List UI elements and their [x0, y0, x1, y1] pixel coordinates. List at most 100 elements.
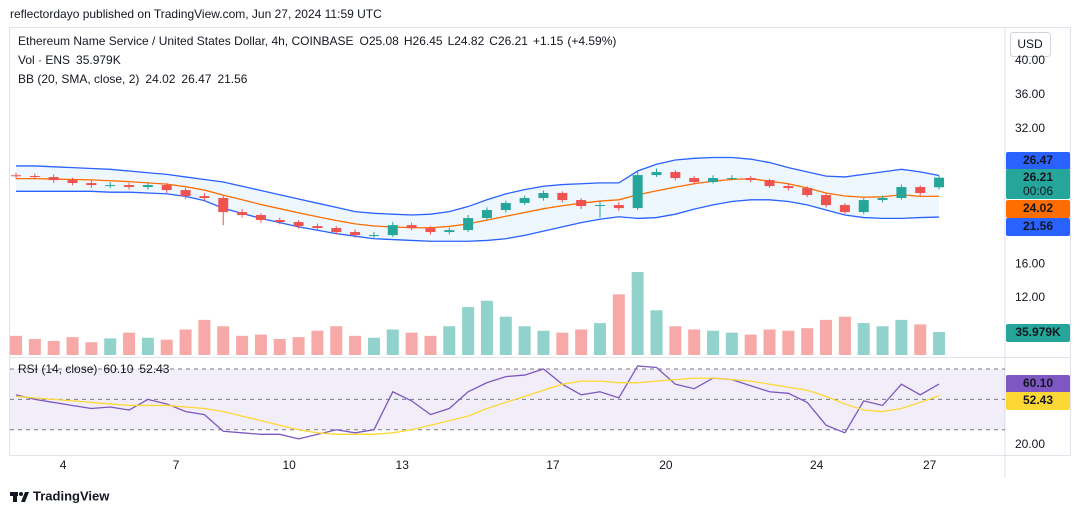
candle-body — [161, 185, 172, 191]
volume-bar — [66, 337, 79, 355]
candle-body — [255, 215, 266, 221]
candle-body — [726, 178, 737, 180]
legend-text: (+4.59%) — [567, 34, 616, 48]
legend-text: 24.02 — [145, 72, 175, 86]
volume-bar — [688, 329, 701, 355]
price-badge-label: 24.02 — [1023, 201, 1053, 215]
volume-bar — [933, 332, 946, 355]
candle-body — [293, 222, 304, 227]
volume-bar — [179, 329, 192, 355]
candle-body — [632, 175, 643, 209]
candle-body — [821, 195, 832, 206]
volume-bar — [895, 319, 908, 355]
volume-bar — [537, 330, 550, 355]
volume-bar — [763, 329, 776, 355]
candle-body — [576, 200, 587, 207]
x-tick-label: 17 — [546, 458, 560, 472]
x-tick-label: 20 — [659, 458, 673, 472]
price-badge — [1006, 218, 1070, 236]
legend-text: 26.47 — [181, 72, 211, 86]
x-tick-label: 27 — [923, 458, 937, 472]
volume-bar — [782, 330, 795, 355]
candle-body — [105, 185, 116, 187]
bb-line — [16, 190, 940, 242]
legend-text: 52.43 — [139, 362, 169, 376]
logo-mark — [21, 492, 29, 502]
brand: TradingView — [33, 488, 110, 503]
volume-bar — [480, 300, 493, 355]
candle-body — [11, 175, 22, 177]
volume-bar — [292, 337, 305, 355]
legend-text: Vol · ENS — [18, 53, 70, 67]
bb-line — [16, 177, 940, 229]
candle-body — [425, 228, 436, 233]
logo — [10, 492, 29, 502]
candle-body — [858, 200, 869, 213]
candle-body — [350, 232, 361, 236]
candle-body — [331, 228, 342, 233]
candle-body — [651, 172, 662, 176]
volume-bar — [631, 272, 644, 355]
legend-text: C — [489, 34, 498, 48]
candle-body — [519, 198, 530, 204]
x-tick-label: 7 — [173, 458, 180, 472]
volume-bar — [556, 332, 569, 355]
candle-body — [896, 187, 907, 199]
candle-body — [783, 186, 794, 189]
candle-body — [934, 177, 945, 188]
volume-bar — [744, 334, 757, 355]
candle-body — [67, 180, 78, 184]
volume-bar — [141, 337, 154, 355]
y-tick-label: 32.00 — [1015, 121, 1045, 135]
volume-bar — [424, 335, 437, 355]
price-badge — [1006, 169, 1070, 199]
candle-body — [48, 177, 59, 181]
legend-text: 24.82 — [454, 34, 484, 48]
candle-body — [689, 178, 700, 183]
volume-bar — [160, 339, 173, 355]
legend-text: 25.08 — [369, 34, 399, 48]
candle-body — [406, 225, 417, 229]
currency-button[interactable] — [1010, 32, 1051, 57]
price-badge-label: 35.979K — [1015, 325, 1061, 339]
volume-bar — [801, 328, 814, 355]
candle-body — [839, 205, 850, 213]
rsi-line — [15, 377, 940, 435]
legend-text: 35.979K — [76, 53, 121, 67]
volume-bar — [669, 326, 682, 355]
volume-bar — [330, 326, 343, 355]
legend-text: 60.10 — [103, 362, 133, 376]
candle-body — [877, 198, 888, 201]
candle-body — [538, 193, 549, 199]
price-badge-label: 60.10 — [1023, 376, 1053, 390]
volume-bar — [575, 329, 588, 355]
volume-bar — [386, 329, 399, 355]
candle-body — [745, 178, 756, 181]
candle-body — [142, 185, 153, 188]
volume-bar — [707, 330, 720, 355]
candle-body — [500, 203, 511, 211]
candle-body — [218, 198, 229, 213]
volume-bar — [405, 332, 418, 355]
y-tick-label: 16.00 — [1015, 256, 1045, 270]
volume-bar — [518, 326, 531, 355]
publisher: reflectordayo published on TradingView.c… — [10, 7, 382, 21]
currency[interactable]: USD — [1017, 37, 1043, 51]
candle-body — [594, 205, 605, 207]
x-tick-label: 24 — [810, 458, 824, 472]
volume-bar — [914, 324, 927, 355]
candle-body — [764, 180, 775, 187]
candle-body — [86, 183, 97, 186]
candle-body — [670, 172, 681, 179]
volume-bar — [612, 294, 625, 355]
legend-text: BB (20, SMA, close, 2) — [18, 72, 139, 86]
price-badge-label: 52.43 — [1023, 393, 1053, 407]
candle-body — [915, 187, 926, 194]
price-badge-label: 26.47 — [1023, 153, 1053, 167]
x-tick-label: 4 — [60, 458, 67, 472]
price-badge — [1006, 152, 1070, 170]
legend-text: 26.21 — [498, 34, 528, 48]
volume-bar — [499, 316, 512, 355]
